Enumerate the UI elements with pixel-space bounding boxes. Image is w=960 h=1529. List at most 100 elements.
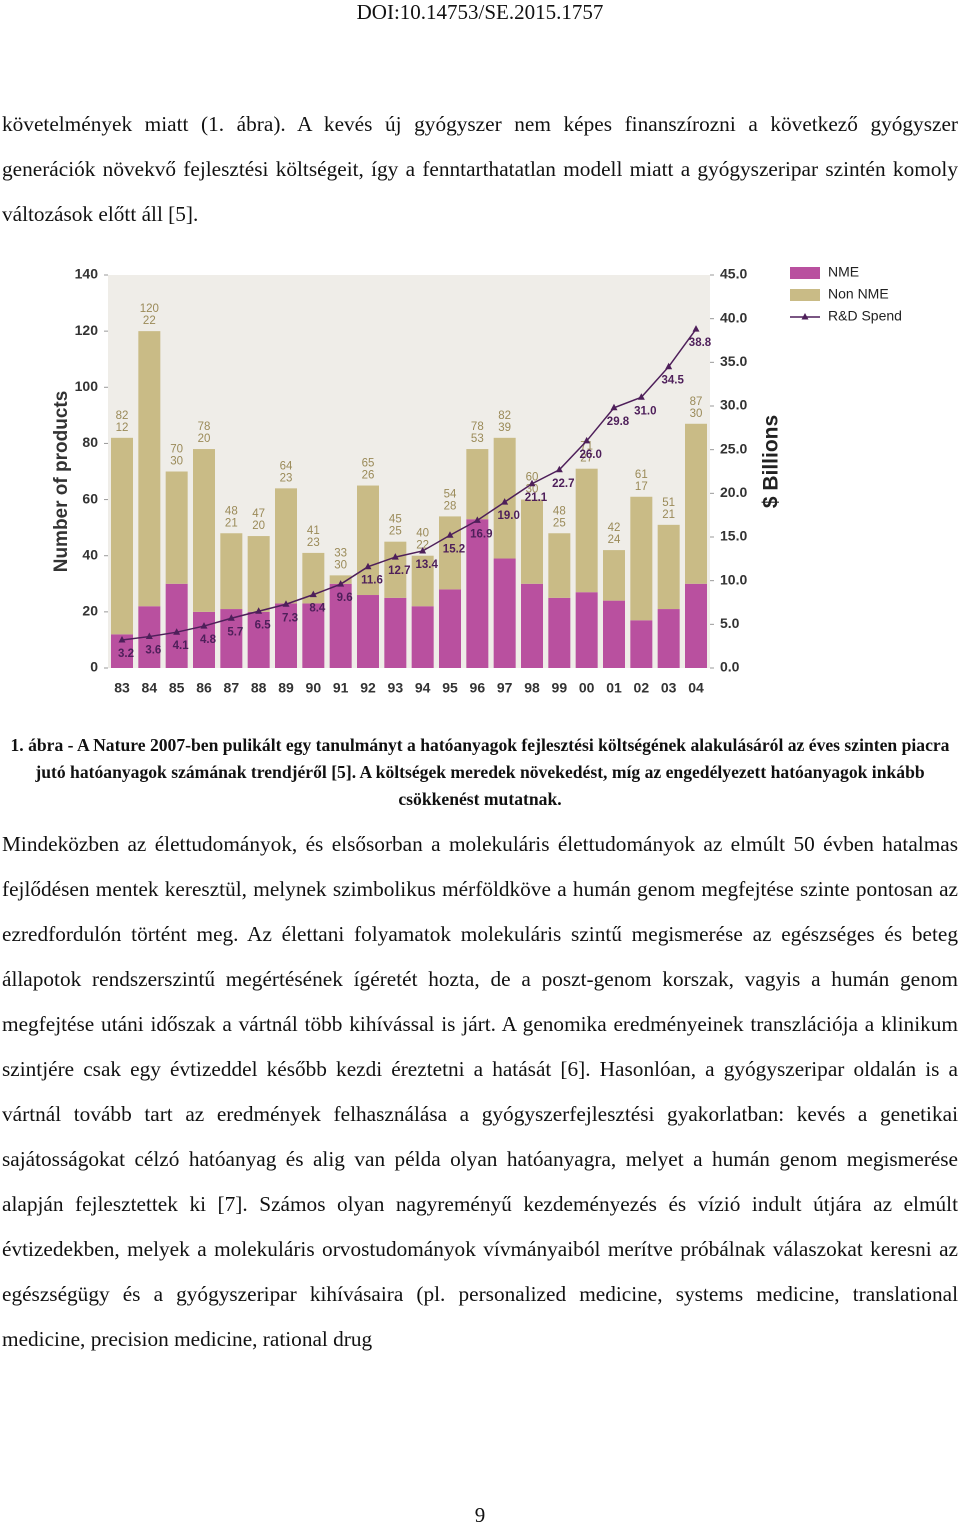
bar-segment xyxy=(247,536,270,612)
total-label: 48 xyxy=(553,505,566,517)
bar-segment xyxy=(548,597,571,668)
x-tick-label: 02 xyxy=(634,680,650,696)
value-label: 19.0 xyxy=(497,510,519,522)
line-marker xyxy=(309,590,317,598)
line-marker xyxy=(473,516,481,523)
figure-caption: 1. ábra - A Nature 2007-ben pulikált egy… xyxy=(10,735,950,809)
line-marker xyxy=(145,632,153,640)
y-tick-label: 40 xyxy=(82,546,98,562)
total-label: 51 xyxy=(662,497,675,509)
y-axis-label: Number of products xyxy=(51,391,72,573)
y2-tick-label: 0.0 xyxy=(720,659,740,675)
value-label: 12 xyxy=(116,422,129,434)
line-marker xyxy=(583,436,591,444)
legend-label: Non NME xyxy=(828,286,889,302)
line xyxy=(121,328,697,641)
y2-axis-label: $ Billions xyxy=(760,415,783,508)
x-tick-label: 86 xyxy=(196,680,212,696)
total-label: 65 xyxy=(362,458,375,470)
bar-segment xyxy=(603,600,625,668)
value-label: 23 xyxy=(307,537,320,549)
x-tick-label: 94 xyxy=(415,680,431,696)
x-tick-label: 92 xyxy=(360,680,376,696)
bar-segment xyxy=(111,634,133,668)
x-tick-label: 93 xyxy=(388,680,404,696)
x-tick-label: 01 xyxy=(606,680,622,696)
line-marker xyxy=(200,622,208,629)
value-label: 30 xyxy=(170,456,183,468)
value-label: 26 xyxy=(362,470,375,482)
value-label: 30 xyxy=(334,559,347,571)
bar-segment xyxy=(329,583,352,668)
line-marker xyxy=(173,628,181,635)
x-tick-label: 91 xyxy=(333,680,349,696)
line-marker xyxy=(255,607,263,614)
line-marker xyxy=(665,362,673,370)
x-tick-label: 96 xyxy=(470,680,486,696)
y2-tick-label: 10.0 xyxy=(720,571,747,587)
total-label: 45 xyxy=(389,514,402,526)
line-marker xyxy=(446,531,454,538)
line-marker xyxy=(610,403,618,411)
value-label: 21.1 xyxy=(525,492,548,504)
value-label: 15.2 xyxy=(443,543,465,555)
total-label: 82 xyxy=(116,410,129,422)
doi-header: DOI:10.14753/SE.2015.1757 xyxy=(356,0,604,24)
bar-segment xyxy=(111,437,133,635)
value-label: 28 xyxy=(444,500,457,512)
bar-segment xyxy=(220,533,243,610)
bar-segment xyxy=(220,609,243,668)
bar-segment xyxy=(384,597,407,668)
x-tick-label: 83 xyxy=(114,680,130,696)
bar-segment xyxy=(493,558,516,668)
bar-segment xyxy=(548,533,571,598)
x-tick-label: 89 xyxy=(278,680,294,696)
y-tick-label: 100 xyxy=(75,378,99,394)
line-marker xyxy=(692,325,700,332)
x-tick-label: 90 xyxy=(306,680,322,696)
x-tick-label: 87 xyxy=(224,680,240,696)
value-label: 53 xyxy=(471,433,484,445)
line-marker xyxy=(337,580,345,587)
y2-tick-label: 20.0 xyxy=(720,484,747,500)
total-label: 82 xyxy=(498,410,511,422)
bar-segment xyxy=(193,449,215,612)
total-label: 54 xyxy=(444,488,457,500)
value-label: 31.0 xyxy=(634,405,656,417)
bar-segment xyxy=(439,589,461,668)
y2-tick-label: 30.0 xyxy=(720,397,747,413)
x-tick-label: 95 xyxy=(442,680,458,696)
y2-tick-label: 45.0 xyxy=(720,266,747,282)
x-tick-label: 84 xyxy=(142,680,158,696)
value-label: 5.7 xyxy=(227,626,243,638)
bar-segment xyxy=(466,449,489,520)
value-label: 20 xyxy=(252,520,265,532)
legend-marker xyxy=(801,313,809,320)
bar-segment xyxy=(302,603,325,668)
value-label: 20 xyxy=(198,433,211,445)
total-label: 78 xyxy=(471,421,484,433)
total-label: 60 xyxy=(526,472,539,484)
y-tick-label: 60 xyxy=(82,490,98,506)
value-label: 3.2 xyxy=(118,648,134,660)
total-label: 120 xyxy=(140,303,159,315)
bar-segment xyxy=(193,611,215,668)
x-tick-label: 85 xyxy=(169,680,185,696)
paragraph: követelmények miatt (1. ábra). A kevés ú… xyxy=(2,112,958,226)
total-label: 47 xyxy=(252,508,265,520)
line-marker xyxy=(528,479,536,487)
x-tick-label: 98 xyxy=(524,680,540,696)
x-tick-label: 97 xyxy=(497,680,513,696)
y2-tick-label: 35.0 xyxy=(720,353,747,369)
total-label: 61 xyxy=(635,469,648,481)
line-marker xyxy=(364,562,372,570)
value-label: 22 xyxy=(143,315,156,327)
bar-segment xyxy=(165,471,188,584)
value-label: 39 xyxy=(498,422,511,434)
bar-segment xyxy=(466,519,489,668)
bar-segment xyxy=(329,575,352,584)
total-label: 40 xyxy=(416,528,429,540)
legend-label: NME xyxy=(828,264,859,280)
